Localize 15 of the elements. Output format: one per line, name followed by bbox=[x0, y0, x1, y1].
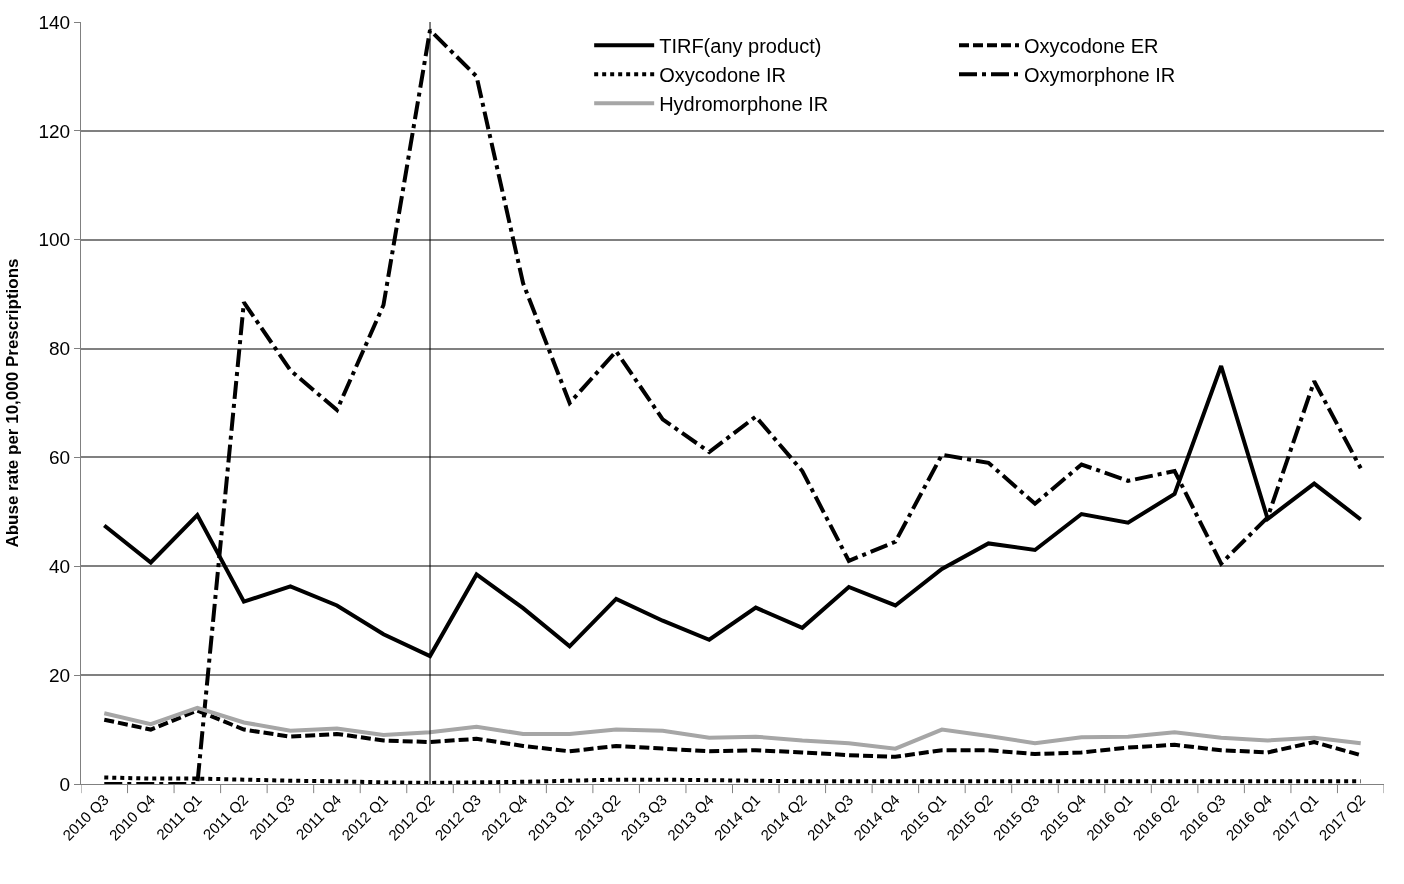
y-tick-label: 20 bbox=[49, 664, 71, 686]
y-tick-label: 0 bbox=[59, 773, 71, 795]
y-tick-label: 60 bbox=[49, 447, 71, 469]
y-tick-label: 100 bbox=[38, 229, 71, 251]
y-tick-label: 40 bbox=[49, 555, 71, 577]
line-series bbox=[102, 705, 1363, 751]
y-tick-label: 80 bbox=[49, 338, 71, 360]
y-axis-title: Abuse rate per 10,000 Prescriptions bbox=[3, 258, 23, 548]
legend-label: TIRF(any product) bbox=[659, 35, 822, 58]
y-tick-label: 140 bbox=[38, 11, 71, 33]
legend-label: Oxycodone IR bbox=[659, 64, 786, 87]
legend-label: Hydromorphone IR bbox=[659, 93, 829, 116]
legend-label: Oxycodone ER bbox=[1024, 35, 1159, 58]
y-tick-label: 120 bbox=[38, 120, 71, 142]
legend-label: Oxymorphone IR bbox=[1024, 64, 1176, 87]
